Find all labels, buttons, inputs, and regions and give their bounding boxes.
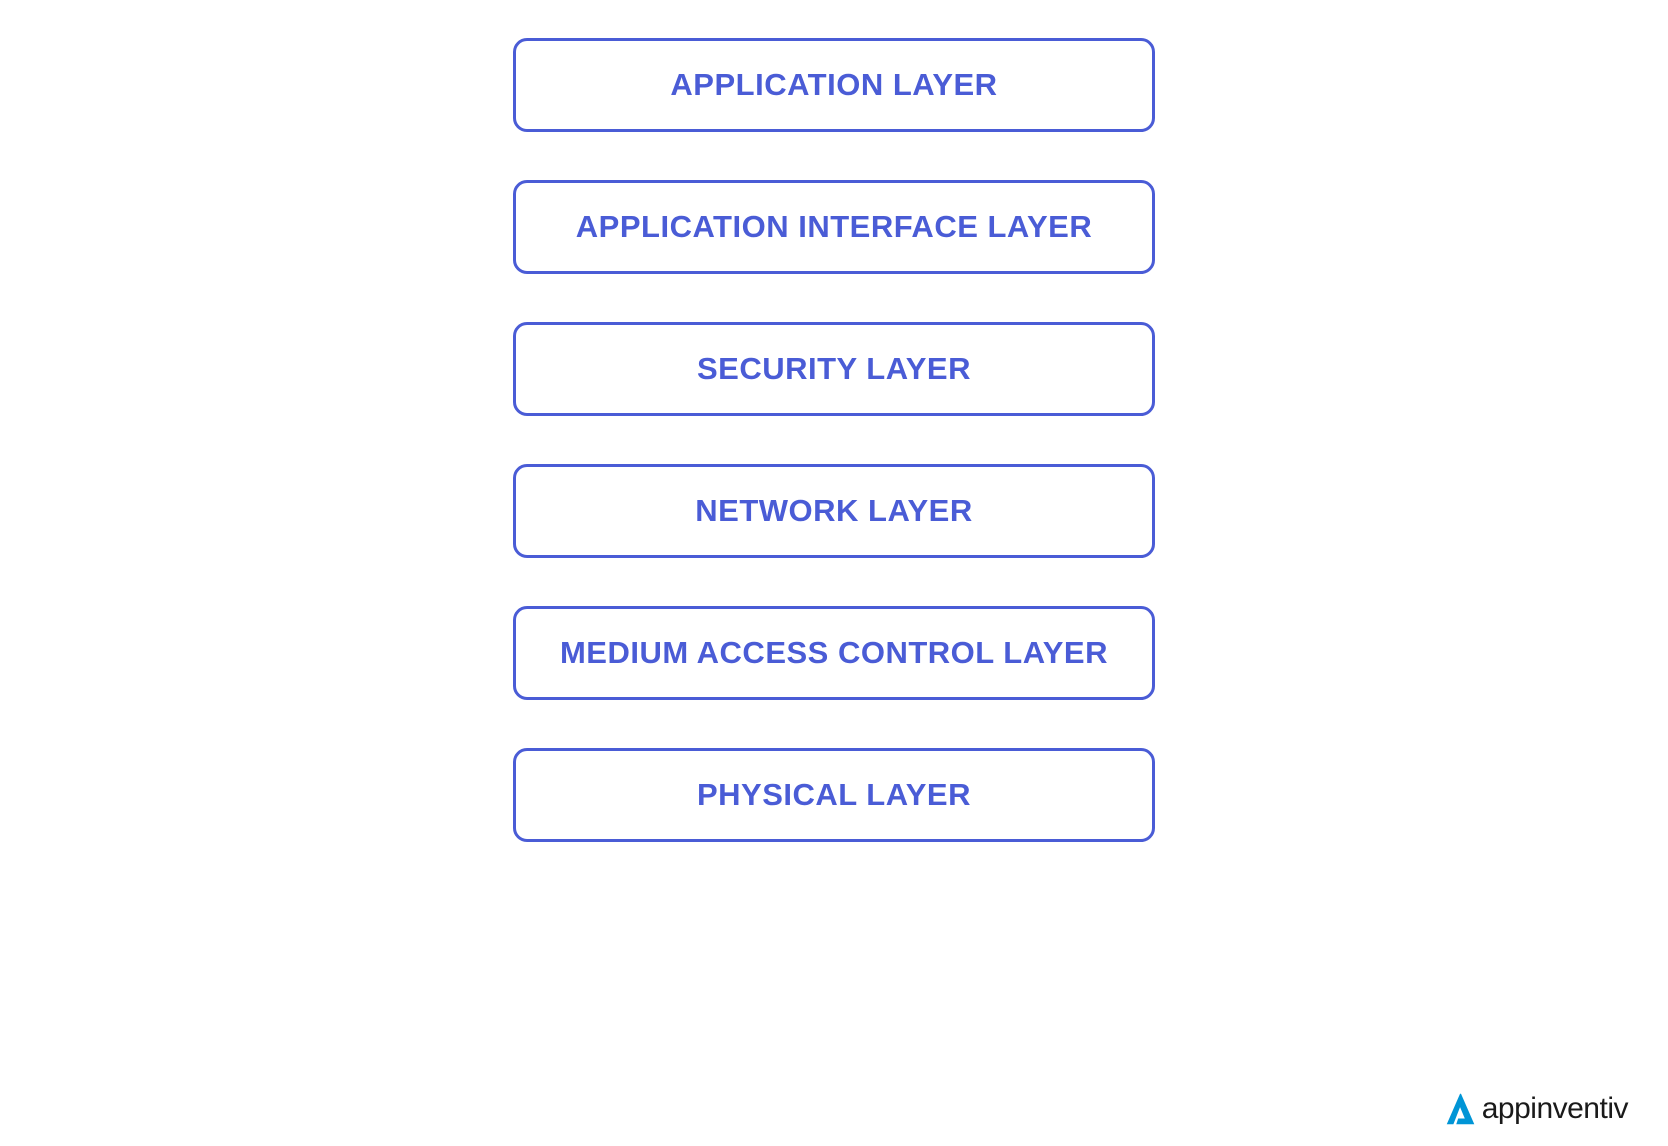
layer-label: SECURITY LAYER — [697, 351, 971, 387]
logo-text: appinventiv — [1482, 1092, 1628, 1126]
layer-box-network: NETWORK LAYER — [513, 464, 1155, 558]
layer-label: APPLICATION LAYER — [670, 67, 997, 103]
layer-label: PHYSICAL LAYER — [697, 777, 971, 813]
layer-box-security: SECURITY LAYER — [513, 322, 1155, 416]
layer-box-mac: MEDIUM ACCESS CONTROL LAYER — [513, 606, 1155, 700]
layer-label: MEDIUM ACCESS CONTROL LAYER — [560, 635, 1108, 671]
layer-box-application-interface: APPLICATION INTERFACE LAYER — [513, 180, 1155, 274]
layer-box-application: APPLICATION LAYER — [513, 38, 1155, 132]
brand-logo: appinventiv — [1442, 1090, 1628, 1128]
layer-box-physical: PHYSICAL LAYER — [513, 748, 1155, 842]
layer-stack: APPLICATION LAYER APPLICATION INTERFACE … — [0, 0, 1668, 842]
layer-label: APPLICATION INTERFACE LAYER — [576, 209, 1092, 245]
layer-label: NETWORK LAYER — [695, 493, 972, 529]
logo-a-icon — [1442, 1090, 1480, 1128]
